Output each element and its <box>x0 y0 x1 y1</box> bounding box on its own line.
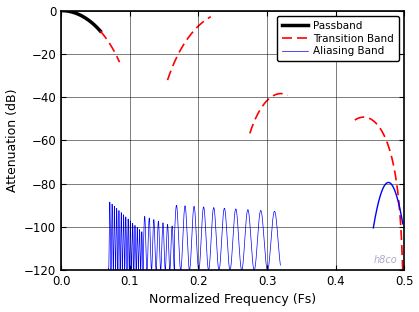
Passband <box>59 9 65 12</box>
Transition Band <box>108 43 113 47</box>
Aliasing Band <box>265 268 270 272</box>
Aliasing Band <box>278 263 283 267</box>
Passband <box>80 15 85 18</box>
Aliasing Band <box>107 200 112 204</box>
Passband <box>67 10 72 13</box>
Aliasing Band <box>106 266 111 270</box>
Aliasing Band <box>144 256 149 260</box>
Line: Transition Band: Transition Band <box>100 31 119 62</box>
Aliasing Band <box>197 265 202 269</box>
Passband <box>73 11 78 15</box>
Aliasing Band <box>111 218 116 222</box>
Transition Band <box>98 29 103 33</box>
Y-axis label: Attenuation (dB): Attenuation (dB) <box>5 89 18 192</box>
Text: h8co: h8co <box>374 255 397 265</box>
Legend: Passband, Transition Band, Aliasing Band: Passband, Transition Band, Aliasing Band <box>277 16 399 61</box>
Transition Band <box>116 59 122 63</box>
Passband <box>98 29 103 33</box>
Transition Band <box>107 41 112 45</box>
Aliasing Band <box>147 224 153 227</box>
Line: Aliasing Band: Aliasing Band <box>109 202 280 270</box>
Transition Band <box>109 45 114 49</box>
X-axis label: Normalized Frequency (Fs): Normalized Frequency (Fs) <box>149 294 316 306</box>
Passband <box>85 17 90 21</box>
Transition Band <box>114 53 119 57</box>
Transition Band <box>107 41 112 45</box>
Passband <box>59 9 64 12</box>
Aliasing Band <box>125 259 130 262</box>
Passband <box>93 24 98 28</box>
Aliasing Band <box>255 237 260 241</box>
Transition Band <box>117 60 122 64</box>
Line: Passband: Passband <box>61 11 100 31</box>
